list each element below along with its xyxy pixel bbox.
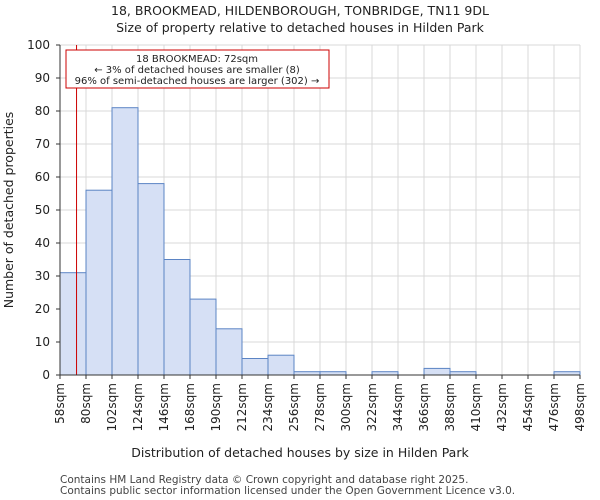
annotation-line-3: 96% of semi-detached houses are larger (…: [75, 76, 320, 87]
y-tick-label: 30: [35, 269, 50, 283]
y-tick-label: 0: [42, 368, 50, 382]
annotation-line-1: 18 BROOKMEAD: 72sqm: [136, 54, 258, 65]
y-tick-label: 10: [35, 335, 50, 349]
chart-subtitle: Size of property relative to detached ho…: [116, 20, 485, 35]
x-tick-label: 366sqm: [417, 383, 431, 431]
bar: [137, 183, 165, 376]
bar: [85, 189, 113, 376]
y-tick-label: 80: [35, 104, 50, 118]
x-tick-label: 80sqm: [79, 383, 93, 424]
y-tick-label: 20: [35, 302, 50, 316]
bar: [59, 272, 87, 376]
x-tick-label: 212sqm: [235, 383, 249, 431]
y-tick-label: 100: [27, 38, 50, 52]
y-tick-label: 60: [35, 170, 50, 184]
annotation-box: 18 BROOKMEAD: 72sqm ← 3% of detached hou…: [65, 49, 330, 89]
annotation-border: [65, 49, 330, 89]
bar: [189, 298, 217, 376]
x-tick-label: 278sqm: [313, 383, 327, 431]
x-tick-label: 190sqm: [209, 383, 223, 431]
annotation-line-2: ← 3% of detached houses are smaller (8): [94, 65, 300, 76]
x-tick-labels: 58sqm 80sqm 102sqm 124sqm 146sqm 168sqm 190sqm…: [53, 375, 587, 431]
y-tick-label: 90: [35, 71, 50, 85]
x-tick-label: 58sqm: [53, 383, 67, 424]
bar: [241, 358, 269, 376]
bar: [267, 354, 295, 376]
x-tick-label: 102sqm: [105, 383, 119, 431]
y-tick-label: 50: [35, 203, 50, 217]
x-tick-label: 256sqm: [287, 383, 301, 431]
chart-title: 18, BROOKMEAD, HILDENBOROUGH, TONBRIDGE,…: [111, 3, 489, 18]
x-tick-label: 344sqm: [391, 383, 405, 431]
bar: [423, 367, 451, 376]
bar: [163, 259, 191, 376]
x-tick-label: 454sqm: [521, 383, 535, 431]
bar: [111, 107, 139, 376]
y-tick-label: 40: [35, 236, 50, 250]
x-tick-label: 322sqm: [365, 383, 379, 431]
x-tick-label: 300sqm: [339, 383, 353, 431]
bar: [215, 328, 243, 376]
x-tick-label: 476sqm: [547, 383, 561, 431]
x-axis-label: Distribution of detached houses by size …: [131, 445, 469, 460]
x-tick-label: 388sqm: [443, 383, 457, 431]
x-tick-label: 498sqm: [573, 383, 587, 431]
y-tick-label: 70: [35, 137, 50, 151]
x-tick-label: 168sqm: [183, 383, 197, 431]
x-tick-label: 410sqm: [469, 383, 483, 431]
bars: [59, 107, 581, 376]
x-tick-label: 234sqm: [261, 383, 275, 431]
y-axis-label: Number of detached properties: [1, 112, 16, 309]
footer-line-2: Contains public sector information licen…: [60, 485, 516, 497]
x-tick-label: 432sqm: [495, 383, 509, 431]
y-tick-labels: 0 10 20 30 40 50 60 70 80 90 100: [27, 38, 60, 382]
footer-line-1: Contains HM Land Registry data © Crown c…: [60, 474, 469, 486]
x-tick-label: 124sqm: [131, 383, 145, 431]
x-tick-label: 146sqm: [157, 383, 171, 431]
